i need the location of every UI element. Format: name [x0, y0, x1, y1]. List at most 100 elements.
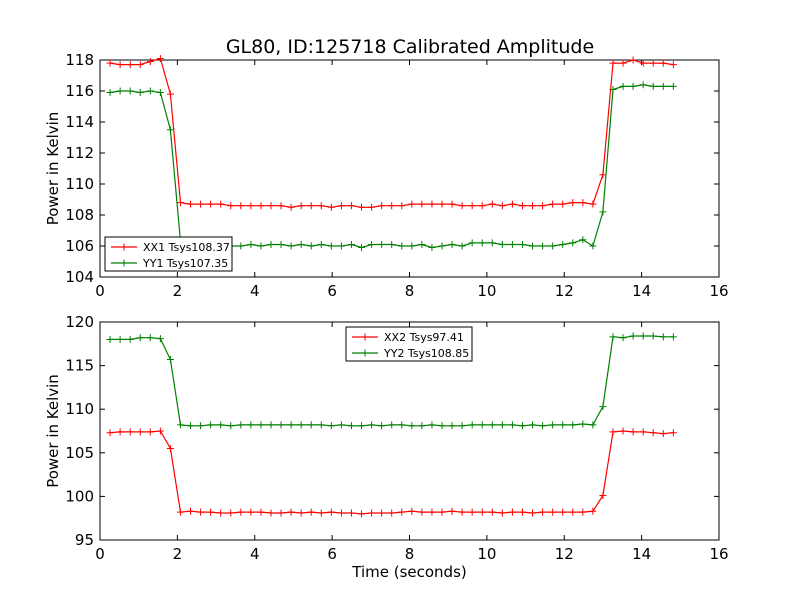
y-tick-label: 115 — [65, 357, 94, 375]
data-point — [418, 422, 426, 430]
data-point — [388, 202, 396, 210]
data-point — [418, 240, 426, 248]
x-tick-label: 16 — [709, 282, 728, 300]
data-point — [237, 242, 245, 250]
data-point — [358, 203, 366, 211]
data-point — [549, 200, 557, 208]
data-point — [227, 509, 235, 517]
data-point — [368, 509, 376, 517]
y-tick-label: 118 — [65, 51, 94, 69]
data-point — [539, 422, 547, 430]
data-point — [327, 508, 335, 516]
data-point — [297, 509, 305, 517]
data-point — [337, 421, 345, 429]
data-point — [549, 508, 557, 516]
data-point — [498, 421, 506, 429]
data-point — [247, 202, 255, 210]
data-point — [287, 508, 295, 516]
data-point — [358, 510, 366, 518]
data-point — [287, 203, 295, 211]
data-point — [589, 200, 597, 208]
legend-marker — [361, 349, 369, 357]
data-point — [639, 59, 647, 67]
y-tick-label: 116 — [65, 82, 94, 100]
data-point — [579, 199, 587, 207]
x-tick-label: 14 — [632, 545, 651, 563]
data-point — [136, 89, 144, 97]
data-point — [478, 421, 486, 429]
data-point — [287, 242, 295, 250]
data-point — [368, 421, 376, 429]
data-point — [317, 421, 325, 429]
y-tick-label: 114 — [65, 113, 94, 131]
data-point — [317, 202, 325, 210]
data-point — [106, 59, 114, 67]
data-point — [237, 508, 245, 516]
y-tick-label: 108 — [65, 206, 94, 224]
data-point — [649, 59, 657, 67]
data-point — [508, 200, 516, 208]
y-tick-label: 95 — [75, 531, 94, 549]
data-point — [347, 422, 355, 430]
data-point — [247, 421, 255, 429]
data-point — [176, 421, 184, 429]
data-point — [247, 240, 255, 248]
data-point — [629, 332, 637, 340]
data-point — [518, 202, 526, 210]
data-point — [619, 82, 627, 90]
data-point — [378, 240, 386, 248]
data-point — [529, 202, 537, 210]
data-point — [488, 421, 496, 429]
data-point — [378, 509, 386, 517]
x-tick-label: 2 — [173, 282, 183, 300]
data-point — [388, 509, 396, 517]
data-point — [508, 240, 516, 248]
data-point — [267, 421, 275, 429]
data-point — [619, 427, 627, 435]
data-point — [408, 507, 416, 515]
data-point — [529, 421, 537, 429]
data-point — [559, 421, 567, 429]
x-tick-label: 4 — [250, 545, 260, 563]
data-point — [136, 428, 144, 436]
data-point — [649, 332, 657, 340]
legend-marker — [120, 243, 128, 251]
x-tick-label: 6 — [327, 545, 337, 563]
x-tick-label: 12 — [555, 282, 574, 300]
data-point — [559, 200, 567, 208]
y-tick-label: 110 — [65, 175, 94, 193]
data-point — [408, 242, 416, 250]
legend-label: YY2 Tsys108.85 — [383, 347, 469, 360]
data-point — [488, 200, 496, 208]
data-point — [237, 202, 245, 210]
data-point — [418, 508, 426, 516]
x-axis-label: Time (seconds) — [351, 563, 467, 581]
data-point — [287, 421, 295, 429]
data-point — [227, 202, 235, 210]
x-tick-label: 10 — [477, 545, 496, 563]
data-point — [197, 200, 205, 208]
data-point — [277, 240, 285, 248]
data-point — [619, 59, 627, 67]
data-point — [398, 202, 406, 210]
y-tick-label: 105 — [65, 444, 94, 462]
legend-box — [104, 236, 233, 272]
data-point — [257, 242, 265, 250]
data-point — [146, 87, 154, 95]
x-tick-label: 14 — [632, 282, 651, 300]
data-point — [297, 202, 305, 210]
data-point — [579, 420, 587, 428]
data-point — [197, 422, 205, 430]
data-point — [347, 509, 355, 517]
data-point — [317, 240, 325, 248]
data-point — [207, 200, 215, 208]
legend-label: XX2 Tsys97.41 — [384, 331, 464, 344]
data-point — [156, 427, 164, 435]
series-group — [106, 332, 677, 430]
data-point — [388, 240, 396, 248]
data-point — [368, 203, 376, 211]
data-point — [136, 334, 144, 342]
data-point — [408, 200, 416, 208]
